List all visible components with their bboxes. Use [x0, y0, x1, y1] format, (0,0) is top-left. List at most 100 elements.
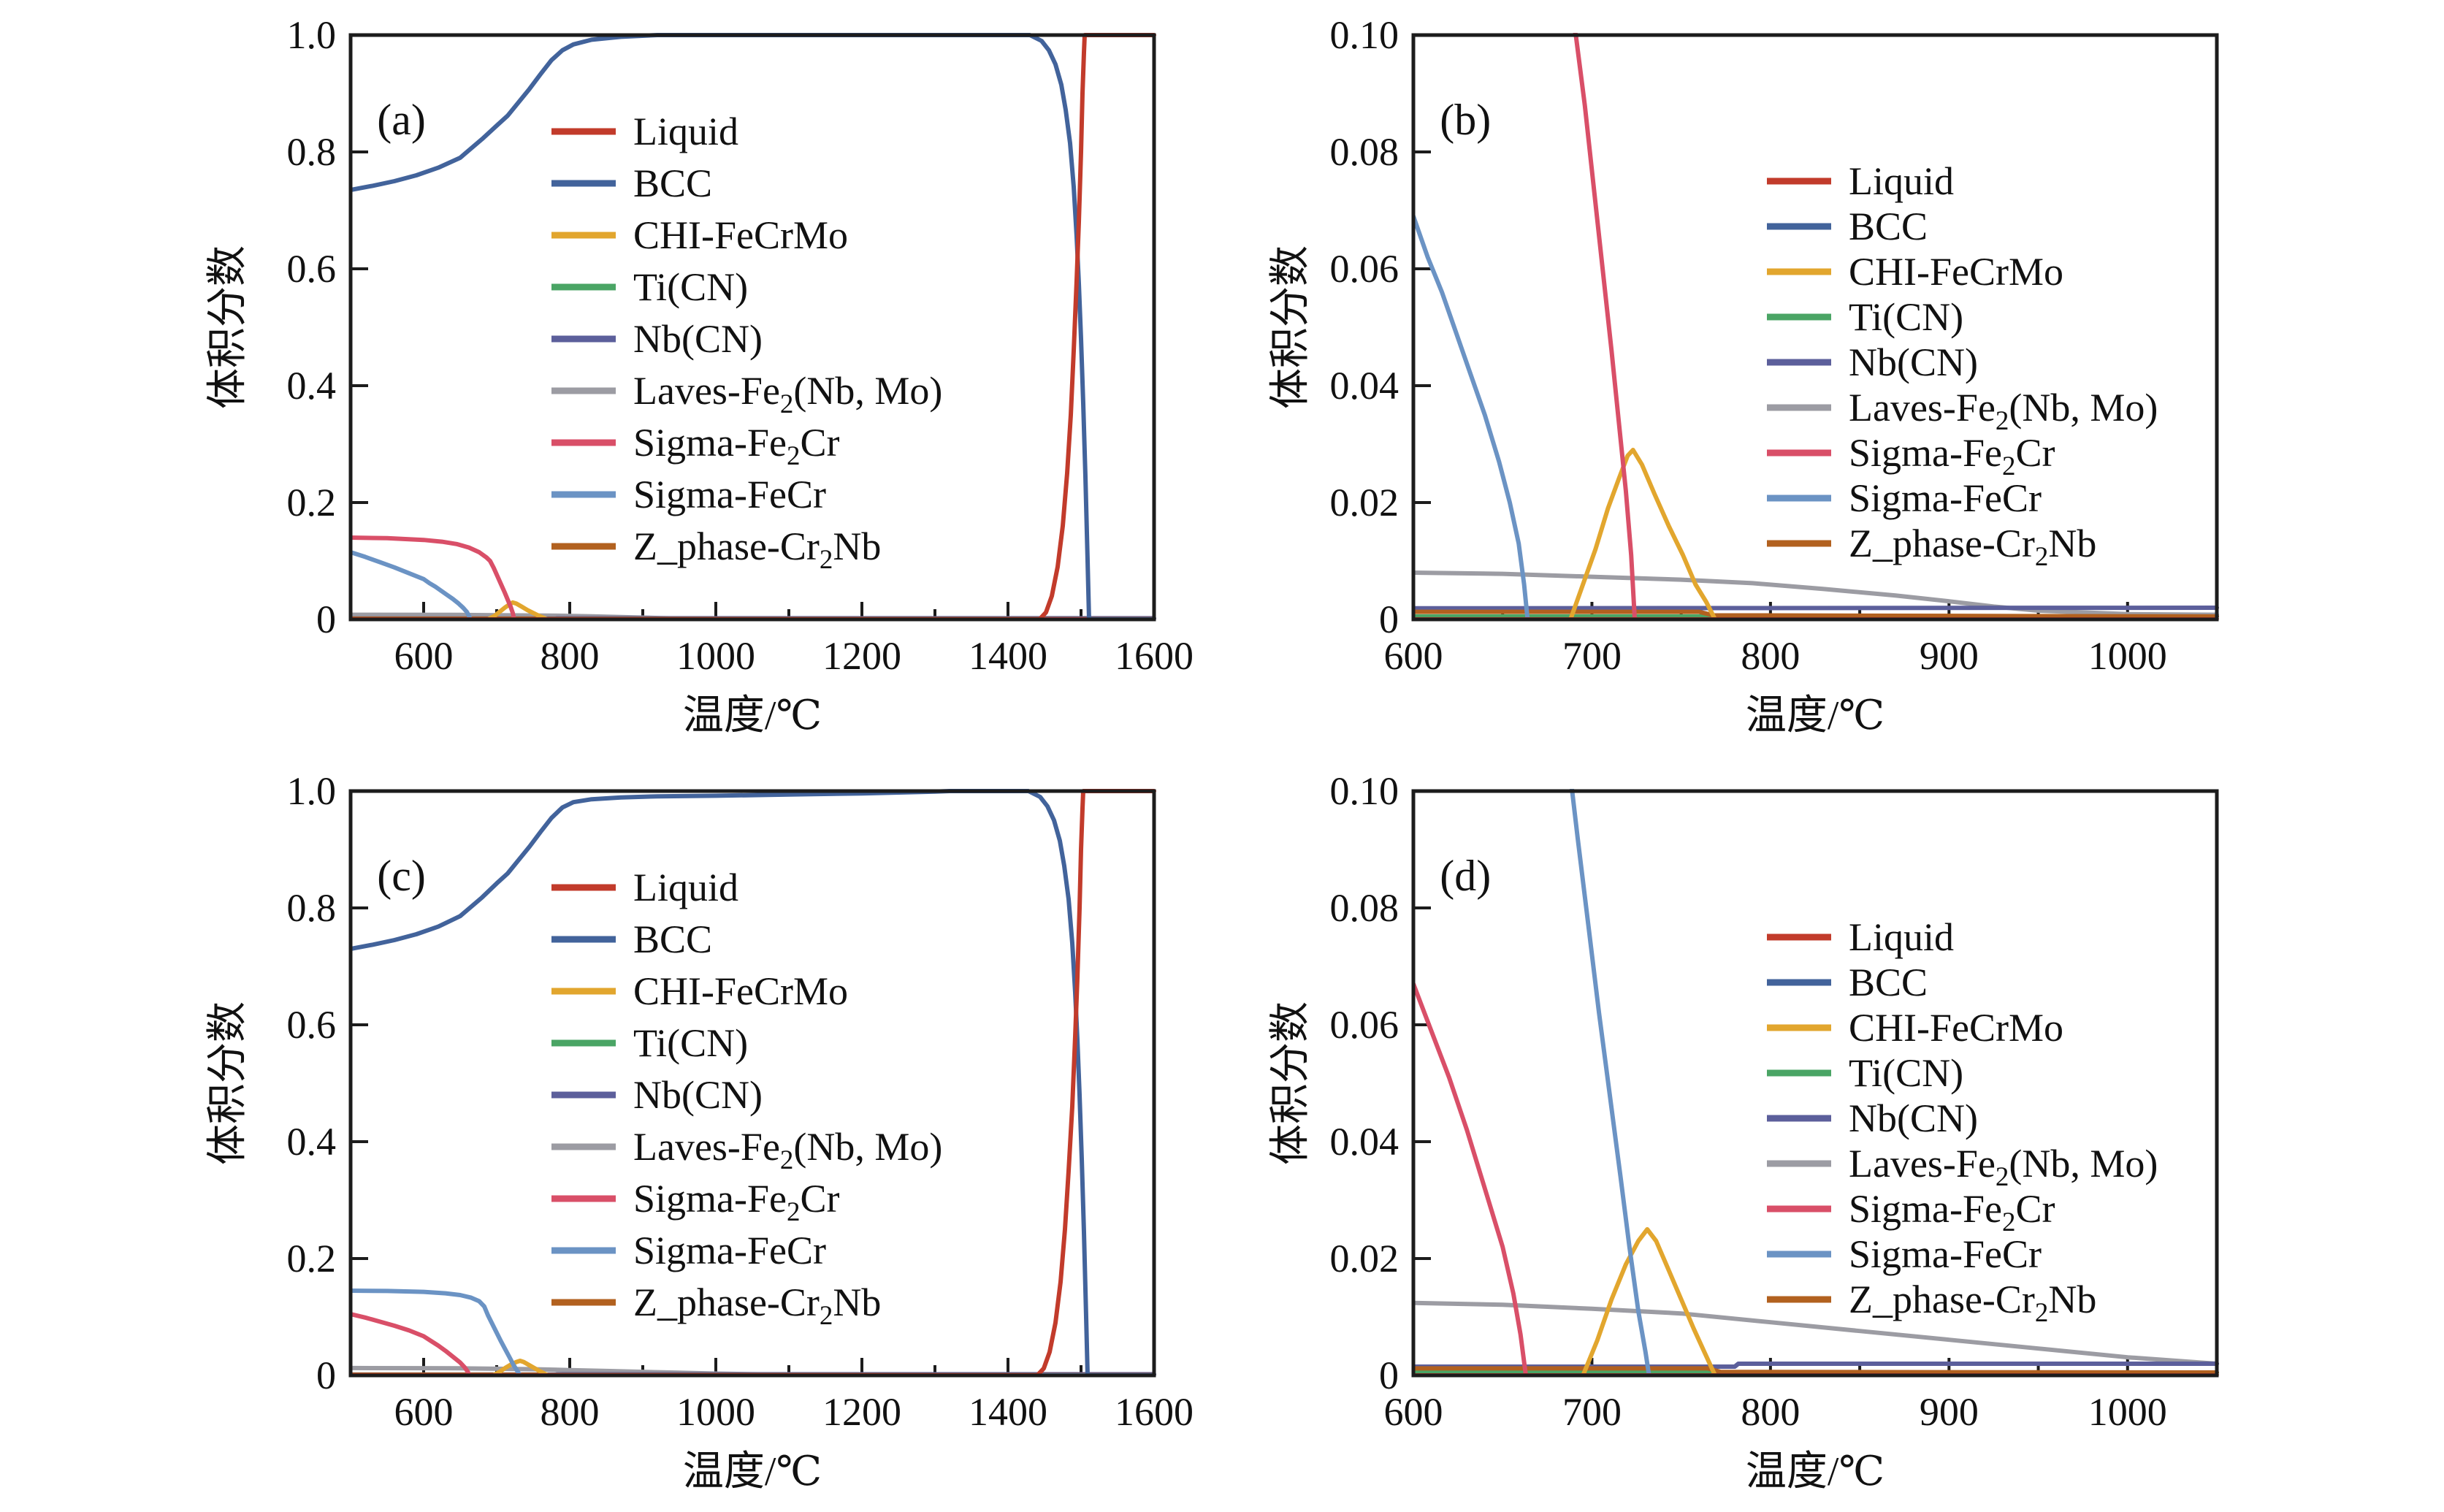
y-tick-label: 1.0	[287, 13, 337, 57]
tick-labels: 600 800 1000 1200 1400 1600 0 0.2 0.4 0.6 0.8 1.0	[287, 13, 1194, 678]
legend-item-Liquid: Liquid	[1767, 915, 1954, 959]
legend: Liquid BCC CHI-FeCrMo Ti(CN) Nb(CN) Laves-Fe2…	[551, 866, 942, 1331]
legend-label-TiCN: Ti(CN)	[633, 265, 748, 309]
legend-item-TiCN: Ti(CN)	[1767, 1051, 1963, 1095]
x-tick-label: 1400	[969, 1390, 1047, 1434]
y-tick-label: 0.10	[1330, 13, 1399, 57]
legend-item-SigmaFe2Cr: Sigma-Fe2Cr	[1767, 431, 2055, 481]
legend-label-Liquid: Liquid	[633, 110, 738, 153]
legend-label-TiCN: Ti(CN)	[1849, 1051, 1963, 1095]
plot-frame	[348, 33, 1156, 622]
legend-label-BCC: BCC	[633, 917, 712, 961]
legend-label-BCC: BCC	[633, 161, 712, 205]
series-CHI	[1413, 448, 2219, 619]
legend-label-NbCN: Nb(CN)	[633, 1073, 763, 1117]
legend-label-CHI: CHI-FeCrMo	[633, 969, 848, 1013]
legend-label-Zphase: Z_phase-Cr2Nb	[1849, 1278, 2096, 1328]
plot-frame	[1411, 789, 2219, 1378]
x-tick-label: 800	[541, 1390, 600, 1434]
y-tick-label: 0.08	[1330, 130, 1399, 174]
tick-labels: 600 700 800 900 1000 0 0.02 0.04 0.06 0.08 0.10	[1330, 13, 2167, 678]
y-tick-label: 0.6	[287, 1003, 337, 1047]
legend-item-Laves: Laves-Fe2(Nb, Mo)	[1767, 386, 2158, 436]
series-SigmaFeCr	[1413, 214, 2219, 619]
y-tick-label: 0.4	[287, 1120, 337, 1164]
y-axis-label: 体积分数	[205, 245, 251, 409]
y-tick-label: 0.6	[287, 247, 337, 291]
legend-item-Laves: Laves-Fe2(Nb, Mo)	[551, 1125, 942, 1175]
x-tick-label: 1400	[969, 634, 1047, 678]
legend-label-TiCN: Ti(CN)	[1849, 295, 1963, 339]
series-CHI	[1413, 1227, 2219, 1375]
x-tick-label: 600	[394, 634, 454, 678]
x-tick-label: 900	[1920, 634, 1979, 678]
x-tick-label: 900	[1920, 1390, 1979, 1434]
y-tick-label: 0.4	[287, 364, 337, 408]
panel-letter-b: (b)	[1440, 96, 1491, 144]
y-tick-label: 0.2	[287, 481, 337, 524]
legend-item-Zphase: Z_phase-Cr2Nb	[1767, 1278, 2096, 1328]
legend-label-BCC: BCC	[1849, 961, 1928, 1004]
legend-label-Laves: Laves-Fe2(Nb, Mo)	[1849, 386, 2158, 436]
x-tick-label: 700	[1562, 634, 1622, 678]
series-SigmaFeCr	[1570, 789, 2219, 1375]
legend-label-Liquid: Liquid	[633, 866, 738, 909]
legend-item-Laves: Laves-Fe2(Nb, Mo)	[1767, 1142, 2158, 1192]
x-axis-label: 温度/℃	[683, 1449, 822, 1494]
legend-label-Laves: Laves-Fe2(Nb, Mo)	[1849, 1142, 2158, 1192]
legend-label-CHI: CHI-FeCrMo	[1849, 1006, 2063, 1050]
y-tick-label: 0	[316, 1353, 336, 1397]
series-CHI	[351, 600, 1156, 619]
y-tick-label: 0.06	[1330, 1003, 1399, 1047]
x-tick-label: 800	[1741, 634, 1800, 678]
series-SigmaFeCr	[351, 1288, 1156, 1375]
chart-a-svg: 600 800 1000 1200 1400 1600 0 0.2 0.4 0.6 0.8 1.0 温度…	[205, 13, 1194, 738]
x-tick-label: 800	[1741, 1390, 1800, 1434]
y-tick-label: 0.04	[1330, 1120, 1399, 1164]
legend-label-Laves: Laves-Fe2(Nb, Mo)	[633, 1125, 942, 1175]
y-tick-label: 0.02	[1330, 1237, 1399, 1280]
y-tick-label: 0.06	[1330, 247, 1399, 291]
y-tick-label: 0.8	[287, 886, 337, 930]
legend-item-SigmaFeCr: Sigma-FeCr	[551, 1229, 826, 1272]
legend-label-Zphase: Z_phase-Cr2Nb	[1849, 522, 2096, 572]
legend-item-Zphase: Z_phase-Cr2Nb	[1767, 522, 2096, 572]
series-SigmaFeCr	[351, 550, 1156, 619]
legend-item-NbCN: Nb(CN)	[1767, 340, 1978, 384]
plot-frame	[1411, 33, 2219, 622]
x-tick-label: 1200	[822, 634, 901, 678]
y-tick-label: 0.04	[1330, 364, 1399, 408]
x-axis-label: 温度/℃	[683, 693, 822, 738]
legend-item-TiCN: Ti(CN)	[1767, 295, 1963, 339]
legend-item-CHI: CHI-FeCrMo	[551, 969, 848, 1013]
legend-item-CHI: CHI-FeCrMo	[551, 213, 848, 257]
legend-item-TiCN: Ti(CN)	[551, 1021, 748, 1065]
legend-label-SigmaFe2Cr: Sigma-Fe2Cr	[1849, 1187, 2055, 1237]
chart-c-svg: 600 800 1000 1200 1400 1600 0 0.2 0.4 0.6 0.8 1.0 温度…	[205, 769, 1194, 1494]
x-tick-label: 1000	[2088, 1390, 2167, 1434]
y-tick-label: 0.10	[1330, 769, 1399, 813]
x-tick-label: 1600	[1115, 1390, 1194, 1434]
tick-labels: 600 800 1000 1200 1400 1600 0 0.2 0.4 0.6 0.8 1.0	[287, 769, 1194, 1434]
legend-label-NbCN: Nb(CN)	[1849, 1096, 1978, 1140]
legend-item-SigmaFe2Cr: Sigma-Fe2Cr	[551, 421, 840, 471]
series-SigmaFe2Cr	[351, 1312, 1156, 1375]
panel-b: 600 700 800 900 1000 0 0.02 0.04 0.06 0.08 0.10 温度/…	[1222, 0, 2444, 756]
panel-letter-d: (d)	[1440, 852, 1491, 900]
series-Zphase	[1413, 609, 2219, 619]
legend-item-SigmaFeCr: Sigma-FeCr	[551, 473, 826, 516]
legend-label-SigmaFeCr: Sigma-FeCr	[633, 1229, 826, 1272]
panel-a: 600 800 1000 1200 1400 1600 0 0.2 0.4 0.6 0.8 1.0 温度…	[0, 0, 1222, 756]
y-tick-label: 0.8	[287, 130, 337, 174]
legend-item-SigmaFe2Cr: Sigma-Fe2Cr	[551, 1177, 840, 1227]
series-Laves	[1413, 1300, 2219, 1366]
legend-item-BCC: BCC	[1767, 205, 1928, 248]
legend-item-Liquid: Liquid	[1767, 159, 1954, 203]
panel-letter-a: (a)	[377, 96, 426, 144]
legend-label-SigmaFeCr: Sigma-FeCr	[633, 473, 826, 516]
x-tick-label: 600	[1384, 634, 1443, 678]
legend-item-SigmaFe2Cr: Sigma-Fe2Cr	[1767, 1187, 2055, 1237]
legend-label-TiCN: Ti(CN)	[633, 1021, 748, 1065]
legend-item-NbCN: Nb(CN)	[1767, 1096, 1978, 1140]
